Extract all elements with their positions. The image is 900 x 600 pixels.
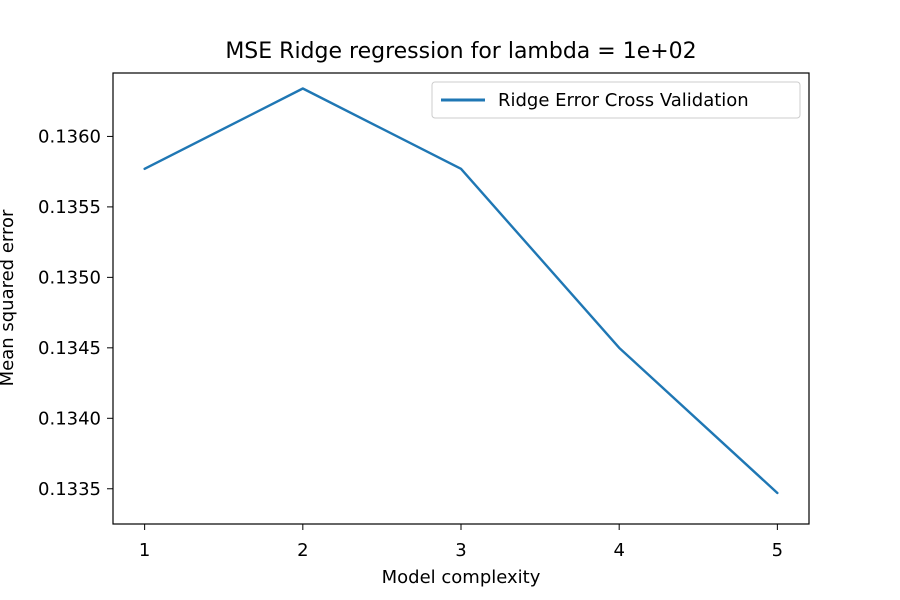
y-axis-label: Mean squared error [0, 209, 18, 386]
x-tick-label: 5 [772, 540, 783, 561]
plot-area [143, 87, 779, 495]
y-tick-label: 0.1340 [38, 408, 101, 429]
series-line-0 [143, 87, 779, 495]
x-tick-label: 1 [139, 540, 150, 561]
legend: Ridge Error Cross Validation [431, 81, 801, 119]
y-tick-label: 0.1350 [38, 267, 101, 288]
y-tick-label: 0.1360 [38, 126, 101, 147]
x-axis-label: Model complexity [382, 567, 541, 588]
chart-title: MSE Ridge regression for lambda = 1e+02 [225, 39, 696, 64]
x-tick-label: 3 [455, 540, 466, 561]
legend-label: Ridge Error Cross Validation [498, 90, 749, 111]
y-axis-ticks: 0.1335 0.1340 0.1345 0.1350 0.1355 0.1360 [38, 126, 113, 500]
y-tick-label: 0.1335 [38, 479, 101, 500]
y-tick-label: 0.1355 [38, 197, 101, 218]
legend-box [431, 81, 801, 119]
x-tick-label: 2 [297, 540, 308, 561]
x-axis-ticks: 1 2 3 4 5 [139, 524, 783, 561]
y-tick-label: 0.1345 [38, 338, 101, 359]
x-tick-label: 4 [613, 540, 624, 561]
